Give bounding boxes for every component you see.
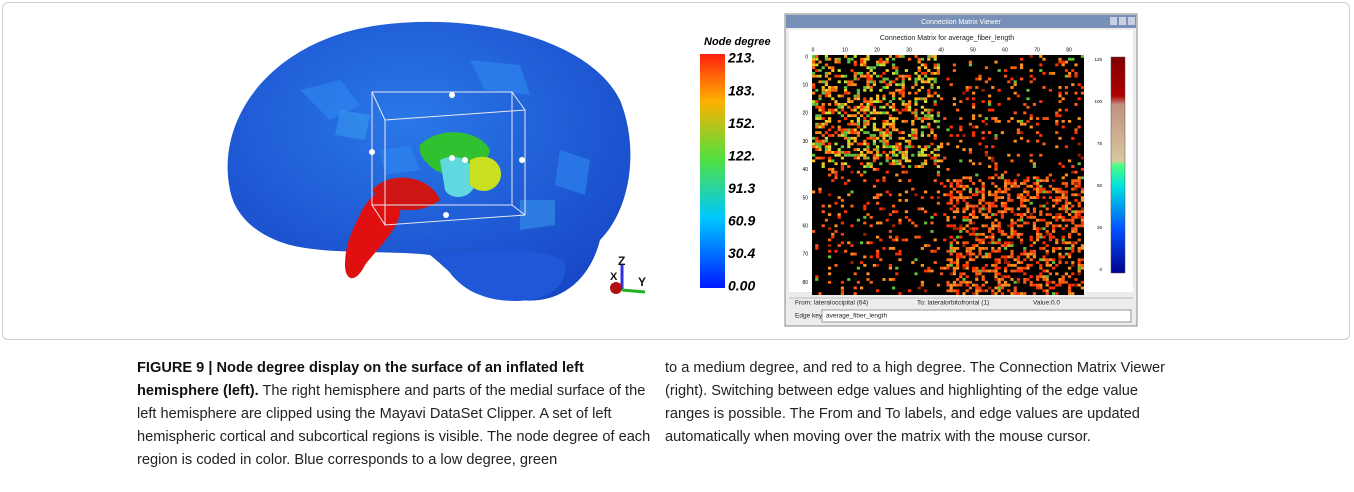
colorbar-tick-label: 100 [1094, 99, 1102, 104]
edge-key-label: Edge key: [795, 313, 824, 320]
colorbar-tick-label: 75 [1097, 141, 1103, 146]
caption-left: FIGURE 9 | Node degree display on the su… [137, 357, 652, 472]
axis-label: Z [618, 254, 625, 268]
edge-key-value[interactable]: average_fiber_length [826, 313, 887, 320]
status-to: To: lateralorbitofrontal (1) [917, 300, 989, 307]
x-tick-label: 30 [906, 47, 912, 53]
x-tick-label: 50 [970, 47, 976, 53]
colorbar [700, 54, 725, 288]
colorbar-tick-label: 125 [1094, 57, 1102, 62]
x-tick-label: 40 [938, 47, 944, 53]
colorbar-tick-label: 60.9 [728, 213, 755, 229]
page: Z X Y Node degree 213. 183. 152. 122. 91.3 60… [0, 0, 1354, 492]
caption-text: to a medium degree, and red to a high de… [665, 360, 1165, 445]
window-title: Connection Matrix Viewer [921, 19, 1001, 26]
figure-image: Z X Y Node degree 213. 183. 152. 122. 91.3 60… [0, 0, 1354, 345]
y-tick-label: 0 [805, 54, 808, 60]
status-value: Value:0.0 [1033, 300, 1060, 307]
colorbar-title: Node degree [704, 36, 771, 48]
caption-right: to a medium degree, and red to a high de… [665, 357, 1165, 449]
y-tick-label: 50 [802, 195, 808, 201]
axis-label: Y [638, 275, 646, 289]
y-tick-label: 10 [802, 83, 808, 89]
x-tick-label: 80 [1066, 47, 1072, 53]
colorbar-tick-label: 0.00 [728, 278, 755, 294]
status-from: From: lateraloccipital (64) [795, 300, 868, 307]
y-tick-label: 40 [802, 167, 808, 173]
colorbar-tick-label: 122. [728, 147, 755, 163]
y-tick-label: 60 [802, 224, 808, 230]
axes-icon: Z X Y [610, 254, 646, 294]
y-tick-label: 30 [802, 139, 808, 145]
colorbar-tick-label: 213. [727, 50, 755, 66]
x-tick-label: 20 [874, 47, 880, 53]
colorbar-tick-label: 183. [728, 82, 755, 98]
plot-title: Connection Matrix for average_fiber_leng… [880, 35, 1014, 42]
y-tick-label: 80 [802, 280, 808, 286]
x-tick-label: 70 [1034, 47, 1040, 53]
brain-render [228, 22, 631, 301]
colorbar-tick-label: 30.4 [728, 245, 755, 261]
colorbar-tick-label: 50 [1097, 183, 1103, 188]
colorbar-tick-label: 152. [728, 115, 755, 131]
x-tick-label: 60 [1002, 47, 1008, 53]
axis-label: X [610, 271, 618, 283]
colorbar-tick-label: 91.3 [728, 180, 755, 196]
y-tick-label: 20 [802, 111, 808, 117]
x-tick-label: 0 [812, 47, 815, 53]
x-tick-label: 10 [842, 47, 848, 53]
viewer-window: Connection Matrix Viewer Connection Matr… [785, 14, 1137, 326]
colorbar-tick-label: 25 [1097, 225, 1103, 230]
y-tick-label: 70 [802, 252, 808, 258]
